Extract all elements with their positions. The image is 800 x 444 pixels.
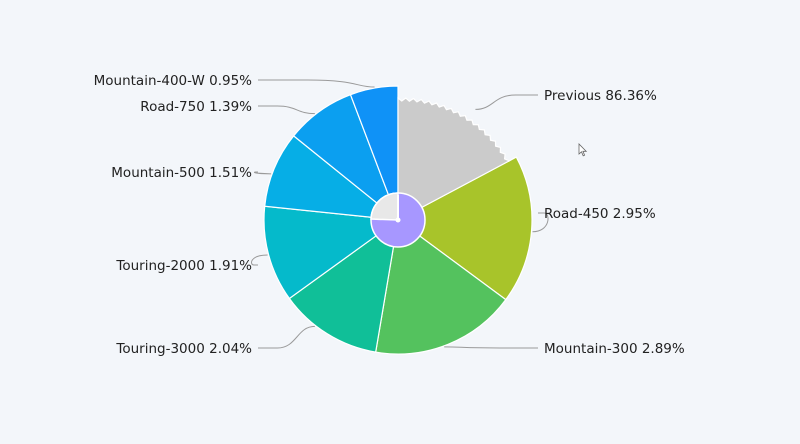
pie-slice-touring-3000[interactable] bbox=[288, 218, 399, 353]
leader-line-touring-3000 bbox=[258, 325, 315, 349]
leader-line-touring-2000 bbox=[251, 254, 268, 266]
slice-label-touring-2000: Touring-2000 1.91% bbox=[115, 258, 252, 274]
leader-lines bbox=[251, 79, 549, 349]
pie-slices bbox=[263, 85, 533, 355]
pie-slice-mountain-300[interactable] bbox=[374, 218, 507, 355]
pie-slice-previous[interactable] bbox=[397, 96, 511, 221]
leader-line-mountain-400-w bbox=[258, 79, 375, 88]
slice-label-road-750: Road-750 1.39% bbox=[140, 99, 252, 115]
mouse-cursor-icon bbox=[578, 143, 588, 157]
leader-line-road-450 bbox=[532, 212, 549, 233]
pie-slice-touring-2000[interactable] bbox=[263, 205, 400, 300]
slice-label-mountain-400-w: Mountain-400-W 0.95% bbox=[94, 73, 253, 89]
leader-line-previous bbox=[475, 94, 538, 110]
slice-label-road-450: Road-450 2.95% bbox=[544, 206, 656, 222]
inner-pie-center bbox=[395, 217, 401, 223]
slice-label-mountain-300: Mountain-300 2.89% bbox=[544, 341, 685, 357]
inner-pie-previous[interactable] bbox=[370, 192, 399, 221]
slice-label-mountain-500: Mountain-500 1.51% bbox=[111, 165, 252, 181]
leader-line-mountain-300 bbox=[444, 346, 538, 349]
leader-line-mountain-500 bbox=[253, 171, 272, 175]
slice-label-previous: Previous 86.36% bbox=[544, 88, 657, 104]
pie-slice-mountain-400-w[interactable] bbox=[349, 85, 399, 221]
leader-line-road-750 bbox=[258, 105, 315, 115]
inner-pie bbox=[370, 192, 426, 248]
pie-slice-road-450[interactable] bbox=[396, 156, 533, 301]
slice-labels: Road-450 2.95% Mountain-300 2.89% Touring-… bbox=[94, 73, 685, 357]
slice-label-touring-3000: Touring-3000 2.04% bbox=[115, 341, 252, 357]
